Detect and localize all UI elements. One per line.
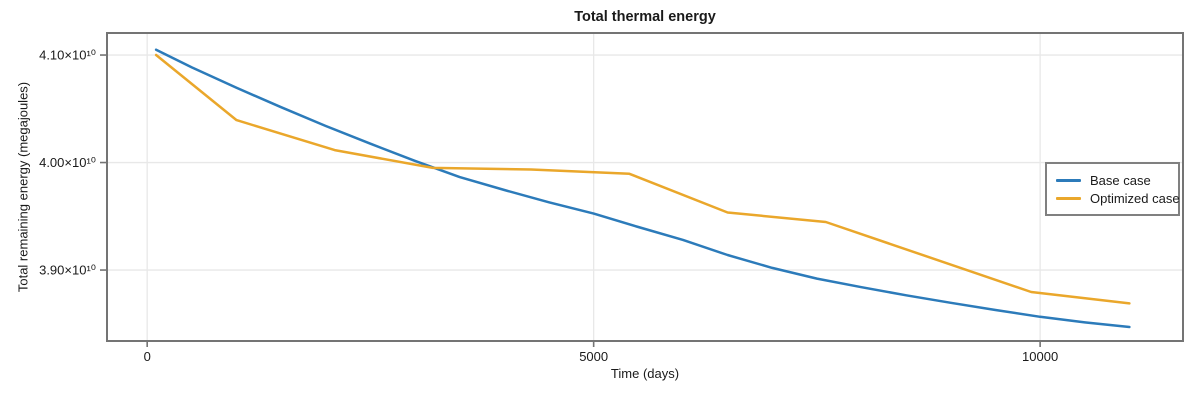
y-tick-label: 4.00×10¹⁰ [39,155,96,170]
legend: Base case Optimized case [1045,162,1180,216]
y-tick-label: 4.10×10¹⁰ [39,48,96,63]
base-case-line [154,48,1131,329]
legend-entry-optimized-case: Optimized case [1056,192,1180,205]
gridlines [107,33,1183,341]
y-tick-label: 3.90×10¹⁰ [39,263,96,278]
data-series [154,48,1131,329]
optimized-case-line [154,53,1131,305]
axes [100,32,1184,347]
x-tick-label: 5000 [579,349,608,364]
y-axis-label: Total remaining energy (megajoules) [15,81,31,293]
tick-labels: 0 5000 10000 3.90×10¹⁰ 4.00×10¹⁰ 4.10×10¹⁰ [39,48,1058,364]
chart-title: Total thermal energy [574,9,716,25]
x-tick-label: 0 [144,349,151,364]
legend-label-base-case: Base case [1090,172,1151,188]
plot-border [106,32,1184,342]
x-tick-label: 10000 [1022,349,1058,364]
x-axis-label: Time (days) [610,366,680,381]
legend-entry-base-case: Base case [1056,174,1169,187]
optimized-case-line-swatch [1056,196,1081,200]
base-case-line-swatch [1056,178,1081,182]
legend-label-optimized-case: Optimized case [1090,190,1180,206]
